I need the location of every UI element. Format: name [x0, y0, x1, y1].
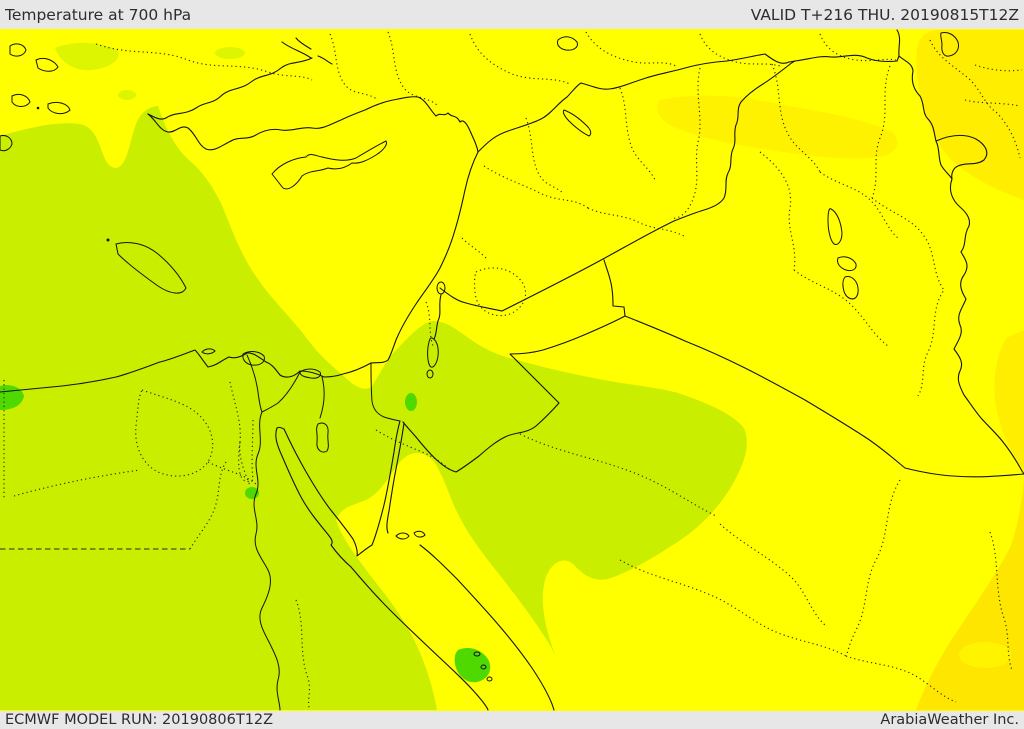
admin-jordan-loop — [473, 267, 527, 317]
admin-saudi-1 — [519, 433, 717, 517]
warm-tint-inner-spot — [959, 642, 1011, 668]
admin-saudi-2 — [619, 559, 847, 657]
island-dot-2 — [106, 238, 110, 242]
marmara-coast — [281, 37, 333, 65]
admin-syria-1 — [483, 165, 589, 209]
admin-turkey-6 — [699, 33, 781, 67]
admin-egypt-1 — [189, 461, 227, 550]
admin-saudi-4 — [845, 479, 901, 657]
admin-egypt-4 — [229, 381, 251, 487]
admin-syria-5 — [587, 207, 685, 237]
delta-lagoon-2 — [299, 368, 321, 379]
admin-iraq-5 — [793, 269, 889, 347]
admin-saudi-5 — [719, 523, 827, 627]
brand-label: ArabiaWeather Inc. — [880, 712, 1019, 728]
country-borders-layer — [0, 29, 1024, 711]
sinai-east-coast — [371, 420, 401, 546]
gulf-of-suez-west — [275, 427, 352, 568]
saudi-red-sea-coast — [419, 544, 555, 711]
tiran-islands — [395, 530, 426, 540]
red-sea-west-coast — [350, 566, 489, 711]
saudi-iraq-border — [624, 315, 1024, 478]
nile-river — [253, 411, 281, 711]
lake-razzaza — [842, 276, 859, 300]
cool-patch-nw-1 — [55, 42, 119, 71]
admin-syria-3 — [619, 87, 657, 183]
cold-spot-deadsea — [405, 393, 417, 411]
admin-egypt-5 — [13, 469, 141, 497]
lake-assad — [562, 109, 592, 137]
warm-tint-north-syria — [657, 95, 898, 159]
admin-borders-layer — [0, 31, 1023, 711]
temperature-fill-layer — [0, 29, 1024, 711]
admin-ne-2 — [964, 99, 1021, 107]
jordan-iraq-border — [603, 259, 626, 317]
dead-sea — [427, 337, 439, 368]
syria-jordan-border — [439, 287, 503, 312]
aegean-coast — [147, 57, 313, 120]
page-title: Temperature at 700 hPa — [5, 5, 192, 24]
dead-sea-south-basin — [426, 369, 434, 379]
valid-time-label: VALID T+216 THU. 20190815T12Z — [750, 5, 1019, 24]
admin-syria-4 — [671, 67, 701, 219]
rhodes-island — [115, 241, 187, 294]
map-canvas — [0, 29, 1024, 711]
turkey-south-coast — [147, 96, 479, 153]
model-run-label: ECMWF MODEL RUN: 20190806T12Z — [5, 712, 274, 728]
coast-spit — [201, 348, 216, 355]
lake-van — [557, 36, 578, 51]
turkey-syria-border — [477, 53, 898, 153]
jordan-saudi-border — [402, 315, 626, 473]
cool-airmass-region — [0, 106, 747, 710]
island-dot-1 — [36, 106, 40, 110]
warm-tint-northeast — [916, 30, 1024, 200]
egypt-israel-border — [370, 362, 401, 422]
gulf-of-suez-east — [276, 426, 373, 557]
cool-patch-nw-3 — [215, 47, 245, 59]
lake-habbaniyah — [837, 256, 857, 272]
cool-patch-nw-2 — [118, 90, 136, 100]
admin-iraq-2 — [871, 65, 891, 199]
admin-ne-1 — [974, 64, 1023, 72]
admin-egypt-7 — [238, 419, 254, 482]
iran-border-bulge — [935, 134, 988, 180]
admin-turkey-7 — [819, 33, 897, 62]
levant-coast — [370, 151, 479, 364]
admin-turkey-1 — [95, 43, 313, 81]
admin-turkey-3 — [387, 31, 439, 107]
nile-delta-branches — [246, 354, 301, 413]
header-bar: Temperature at 700 hPa VALID T+216 THU. … — [0, 0, 1024, 29]
delta-lagoon-1 — [242, 351, 265, 366]
syria-iraq-border — [501, 60, 796, 312]
warm-strip-red-sea — [336, 453, 563, 710]
egypt-north-coast — [0, 349, 372, 393]
warm-tint-east — [994, 330, 1024, 470]
lake-urmia — [940, 32, 959, 57]
footer-bar: ECMWF MODEL RUN: 20190806T12Z ArabiaWeat… — [0, 711, 1024, 729]
admin-westbank — [425, 301, 434, 347]
aqaba-east-coast — [386, 422, 405, 534]
admin-iraq-3 — [819, 171, 899, 239]
jordan-river — [433, 294, 442, 340]
red-sea-islets — [473, 651, 493, 682]
lake-tharthar — [827, 208, 843, 245]
sea-of-galilee — [436, 281, 446, 295]
water-features-layer — [0, 32, 959, 300]
cold-spot-red-sea-coast — [454, 648, 491, 683]
bitter-lakes — [316, 422, 329, 453]
aegean-islands — [0, 43, 71, 152]
suez-canal — [319, 376, 325, 419]
turkey-iraq-iran-border — [896, 29, 1024, 475]
cyprus-outline — [271, 140, 387, 190]
admin-egypt-3 — [207, 461, 259, 487]
